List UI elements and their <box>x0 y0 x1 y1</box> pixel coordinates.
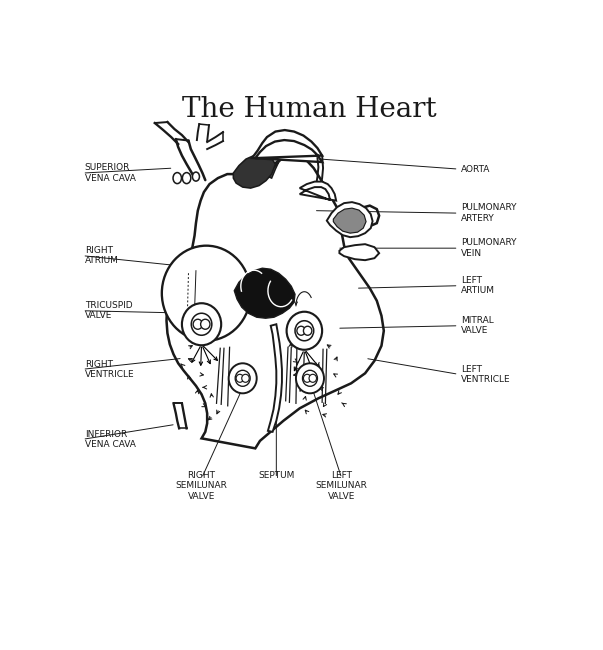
Text: MITRAL
VALVE: MITRAL VALVE <box>461 316 494 335</box>
Polygon shape <box>268 324 282 432</box>
Text: LEFT
SEMILUNAR
VALVE: LEFT SEMILUNAR VALVE <box>316 471 368 500</box>
Circle shape <box>191 313 212 335</box>
Circle shape <box>236 374 244 382</box>
Circle shape <box>162 246 251 341</box>
Circle shape <box>193 319 203 330</box>
Circle shape <box>242 374 249 382</box>
Circle shape <box>286 312 322 350</box>
Ellipse shape <box>192 172 200 181</box>
Circle shape <box>235 370 250 386</box>
Text: PULMONARY
ARTERY: PULMONARY ARTERY <box>461 203 516 223</box>
Text: TRICUSPID
VALVE: TRICUSPID VALVE <box>84 301 132 320</box>
Polygon shape <box>166 153 384 448</box>
Circle shape <box>182 303 221 345</box>
Text: LEFT
VENTRICLE: LEFT VENTRICLE <box>461 365 511 384</box>
Circle shape <box>296 363 324 393</box>
Text: RIGHT
VENTRICLE: RIGHT VENTRICLE <box>84 359 134 379</box>
Ellipse shape <box>173 173 182 183</box>
Text: INFERIOR
VENA CAVA: INFERIOR VENA CAVA <box>84 430 136 449</box>
Circle shape <box>295 320 314 341</box>
Polygon shape <box>300 181 336 201</box>
Circle shape <box>201 319 210 330</box>
Polygon shape <box>327 202 373 237</box>
Circle shape <box>297 326 305 335</box>
Polygon shape <box>333 208 366 233</box>
Circle shape <box>303 370 317 386</box>
Text: AORTA: AORTA <box>461 164 490 174</box>
Circle shape <box>229 363 257 393</box>
Text: SUPERIOR
VENA CAVA: SUPERIOR VENA CAVA <box>84 163 136 183</box>
Polygon shape <box>339 244 379 260</box>
Text: LEFT
ARTIUM: LEFT ARTIUM <box>461 276 495 295</box>
Polygon shape <box>235 268 295 318</box>
Text: RIGHT
SEMILUNAR
VALVE: RIGHT SEMILUNAR VALVE <box>175 471 227 500</box>
Circle shape <box>309 374 317 382</box>
Polygon shape <box>233 154 276 188</box>
Ellipse shape <box>182 173 191 183</box>
Polygon shape <box>252 130 322 162</box>
Text: SEPTUM: SEPTUM <box>258 471 294 480</box>
Circle shape <box>303 374 311 382</box>
Text: RIGHT
ATRIUM: RIGHT ATRIUM <box>84 246 119 265</box>
Text: PULMONARY
VEIN: PULMONARY VEIN <box>461 239 516 258</box>
Text: The Human Heart: The Human Heart <box>182 96 437 122</box>
Polygon shape <box>270 146 318 178</box>
Circle shape <box>303 326 312 335</box>
